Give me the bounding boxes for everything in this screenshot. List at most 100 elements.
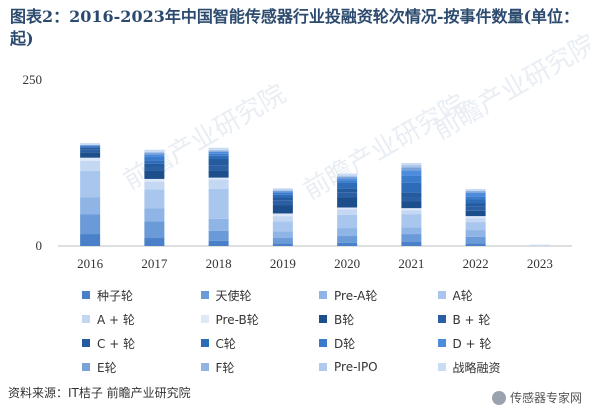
bar-segment — [144, 178, 165, 182]
bar-segment — [272, 238, 293, 244]
bar-segment — [80, 161, 101, 171]
bar-segment — [401, 182, 422, 193]
bar-segment — [144, 152, 165, 154]
legend-label: 种子轮 — [97, 288, 134, 303]
bar-segment — [337, 214, 358, 229]
legend-label: Pre-A轮 — [334, 288, 378, 303]
bar-segment — [337, 180, 358, 183]
chart-labels: 0 250 2016 2017 2018 2019 2020 2021 2022 2023 — [23, 72, 553, 271]
bar-segment — [401, 208, 422, 211]
legend-label: E轮 — [97, 360, 117, 375]
legend-label: A轮 — [452, 288, 473, 303]
x-tick-label: 2019 — [270, 256, 296, 271]
bar-segment — [337, 176, 358, 177]
bar-segment — [465, 216, 486, 219]
bar-segment — [465, 192, 486, 197]
legend-item: A + 轮 — [82, 310, 197, 328]
bar-segment — [337, 236, 358, 243]
bar-segment — [272, 189, 293, 191]
bar-segment — [465, 188, 486, 191]
bar-segment — [337, 192, 358, 198]
bar-segment — [401, 197, 422, 202]
bar-segment — [80, 170, 101, 198]
bar-segment — [80, 143, 101, 146]
legend-item: 天使轮 — [200, 286, 316, 304]
bar-segment — [80, 145, 101, 146]
bar-segment — [208, 150, 229, 152]
bar-segment — [144, 170, 165, 179]
bar-segment — [272, 205, 293, 214]
bar-segment — [337, 242, 358, 246]
bar-segment — [337, 197, 358, 208]
bar-segment — [465, 230, 486, 237]
legend-swatch — [437, 363, 446, 371]
bar-segment — [208, 165, 229, 171]
legend-label: 战略融资 — [452, 360, 501, 375]
bar-segment — [208, 240, 229, 246]
bar-segment — [80, 234, 101, 246]
legend-label: Pre-IPO — [334, 360, 378, 374]
legend-item: 种子轮 — [82, 286, 197, 304]
bar-segment — [208, 170, 229, 178]
bar-segment — [337, 207, 358, 210]
bar-segment — [144, 154, 165, 158]
chart-bars — [80, 143, 550, 246]
bar-segment — [80, 152, 101, 158]
legend-label: B轮 — [334, 312, 355, 327]
bar-segment — [80, 147, 101, 150]
legend-item: F轮 — [200, 358, 316, 376]
legend-item: Pre-IPO — [319, 358, 434, 376]
x-tick-label: 2023 — [527, 256, 553, 271]
legend-swatch — [200, 315, 209, 323]
legend-label: F轮 — [215, 360, 235, 375]
legend-swatch — [200, 291, 209, 299]
bar-segment — [272, 194, 293, 198]
bar-segment — [272, 192, 293, 195]
legend-label: C轮 — [215, 336, 236, 351]
bar-segment — [208, 151, 229, 154]
x-tick-label: 2022 — [463, 256, 489, 271]
bar-segment — [80, 157, 101, 162]
bar-segment — [401, 167, 422, 171]
bar-segment — [80, 146, 101, 148]
bar-segment — [144, 181, 165, 190]
legend-item: E轮 — [82, 358, 197, 376]
bar-segment — [337, 188, 358, 193]
bar-segment — [337, 209, 358, 215]
watermark-text: 前瞻产业研究院 — [299, 89, 471, 205]
legend-swatch — [200, 339, 209, 347]
bar-segment — [465, 196, 486, 200]
x-tick-label: 2021 — [398, 256, 424, 271]
bar-segment — [401, 175, 422, 183]
bar-segment — [465, 236, 486, 244]
x-tick-label: 2017 — [141, 256, 168, 271]
legend-swatch — [437, 315, 446, 323]
bar-segment — [337, 175, 358, 177]
bar-segment — [401, 210, 422, 215]
bar-segment — [208, 218, 229, 231]
legend-swatch — [82, 363, 90, 371]
legend-item: B轮 — [319, 310, 434, 328]
bar-segment — [144, 189, 165, 209]
y-tick-label: 0 — [36, 238, 43, 253]
bar-segment — [272, 197, 293, 201]
bar-segment — [401, 164, 422, 167]
bar-segment — [337, 173, 358, 176]
bar-segment — [272, 190, 293, 192]
legend-item: Pre-A轮 — [319, 286, 434, 304]
legend-label: B + 轮 — [452, 312, 491, 327]
legend-swatch — [200, 363, 209, 371]
bar-segment — [80, 145, 101, 147]
bar-segment — [208, 155, 229, 160]
wechat-badge: 传感器专家网 — [491, 389, 582, 406]
bar-segment — [337, 182, 358, 189]
bar-segment — [144, 160, 165, 164]
chart-legend: 种子轮 天使轮 Pre-A轮 A轮 A + 轮 Pre-B轮 B轮 B + 轮 C + 轮 C轮 D… — [82, 286, 552, 376]
legend-item: D轮 — [319, 334, 434, 352]
bar-segment — [465, 203, 486, 207]
legend-label: D + 轮 — [452, 336, 492, 351]
legend-swatch — [437, 291, 446, 299]
bar-segment — [465, 243, 486, 246]
bar-segment — [465, 191, 486, 193]
bar-segment — [144, 208, 165, 222]
